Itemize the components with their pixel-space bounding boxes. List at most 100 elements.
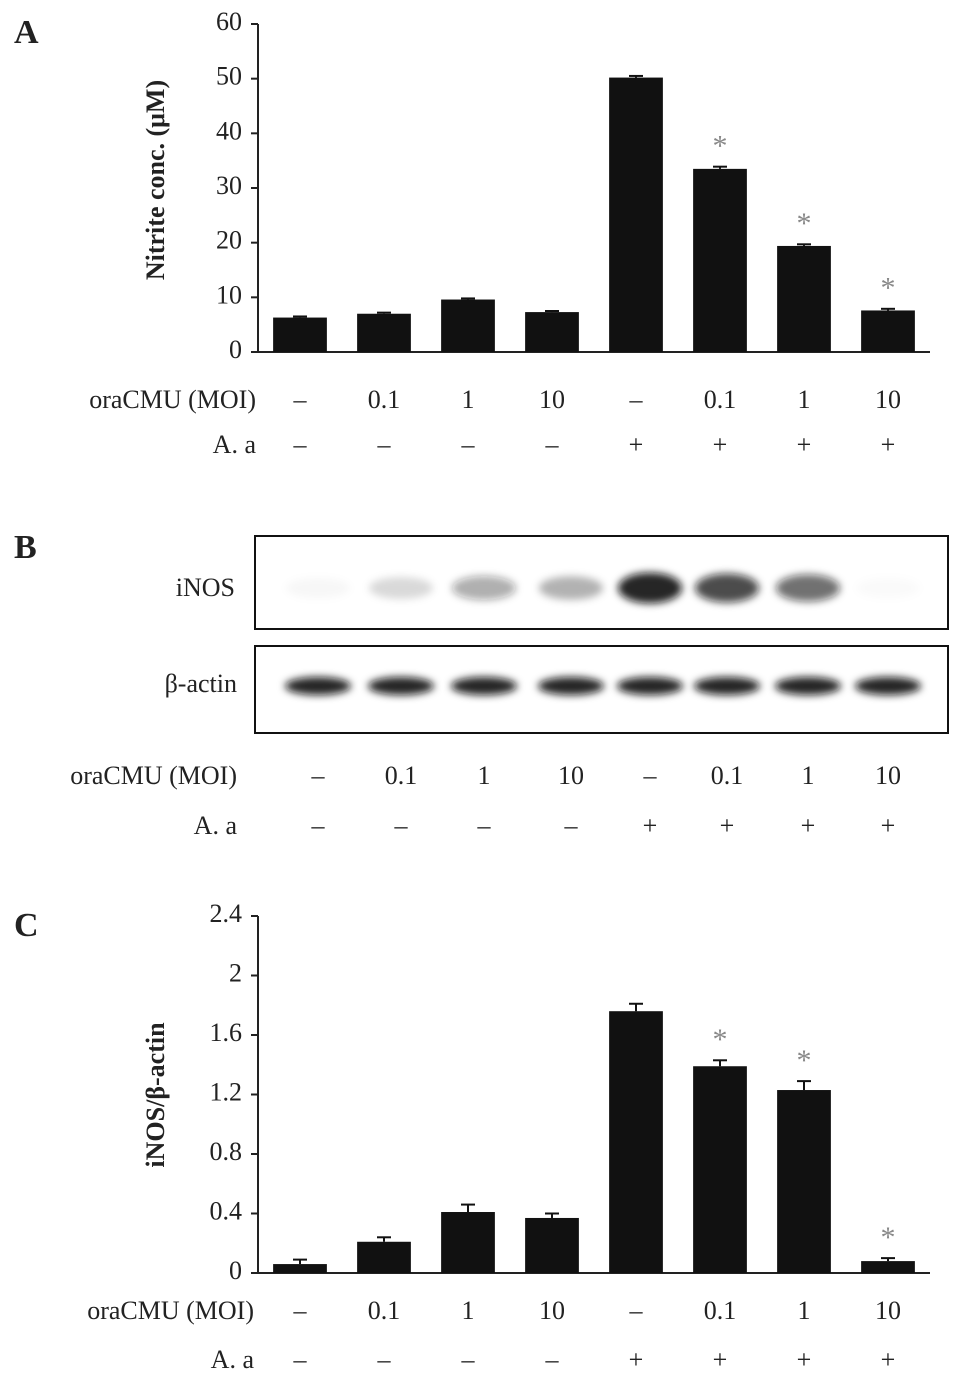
category-label: – bbox=[545, 1345, 560, 1374]
category-label: 10 bbox=[875, 385, 901, 414]
category-label: 1 bbox=[802, 761, 815, 790]
category-label: + bbox=[881, 811, 896, 840]
blot-frame bbox=[254, 535, 949, 630]
y-tick-label: 60 bbox=[216, 7, 242, 36]
blot-band bbox=[618, 572, 682, 604]
y-tick-label: 40 bbox=[216, 116, 242, 145]
panel-label: C bbox=[14, 907, 39, 944]
y-axis-label: iNOS/β-actin bbox=[141, 1022, 170, 1168]
y-tick-label: 10 bbox=[216, 280, 242, 309]
bar bbox=[525, 312, 579, 352]
category-label: – bbox=[564, 811, 579, 840]
blot-band bbox=[695, 573, 759, 603]
category-label: 10 bbox=[875, 1296, 901, 1325]
blot-band bbox=[369, 577, 433, 599]
bar bbox=[693, 1066, 747, 1273]
significance-mark: * bbox=[881, 1221, 896, 1254]
bar bbox=[441, 299, 495, 352]
category-label: + bbox=[720, 811, 735, 840]
blot-band bbox=[855, 677, 921, 695]
category-label: – bbox=[394, 811, 409, 840]
category-title: oraCMU (MOI) bbox=[87, 1296, 254, 1325]
category-label: 1 bbox=[798, 385, 811, 414]
panel-label: B bbox=[14, 529, 37, 566]
bar bbox=[273, 1264, 327, 1273]
y-tick-label: 30 bbox=[216, 171, 242, 200]
category-label: 0.1 bbox=[711, 761, 744, 790]
category-label: 1 bbox=[462, 1296, 475, 1325]
category-label: 10 bbox=[558, 761, 584, 790]
bar bbox=[525, 1217, 579, 1273]
blot-band bbox=[538, 677, 604, 695]
category-label: + bbox=[797, 1345, 812, 1374]
category-label: + bbox=[629, 430, 644, 459]
category-label: – bbox=[377, 1345, 392, 1374]
bar bbox=[777, 1090, 831, 1273]
y-tick-label: 50 bbox=[216, 62, 242, 91]
category-label: – bbox=[629, 1296, 644, 1325]
category-label: + bbox=[881, 1345, 896, 1374]
blot-band bbox=[775, 677, 841, 695]
category-label: – bbox=[293, 1345, 308, 1374]
category-label: – bbox=[643, 761, 658, 790]
blot-band bbox=[539, 576, 603, 600]
category-label: 10 bbox=[875, 761, 901, 790]
bar bbox=[861, 310, 915, 352]
category-label: – bbox=[311, 811, 326, 840]
blot-band bbox=[452, 575, 516, 601]
significance-mark: * bbox=[797, 1044, 812, 1077]
category-label: – bbox=[461, 430, 476, 459]
bar bbox=[693, 168, 747, 352]
category-label: – bbox=[545, 430, 560, 459]
category-title: A. a bbox=[194, 811, 238, 840]
blot-frame bbox=[254, 645, 949, 734]
category-label: 0.1 bbox=[368, 1296, 401, 1325]
significance-mark: * bbox=[881, 272, 896, 305]
category-title: A. a bbox=[211, 1345, 255, 1374]
category-label: + bbox=[629, 1345, 644, 1374]
panel-label: A bbox=[14, 14, 39, 51]
category-label: + bbox=[713, 430, 728, 459]
category-label: + bbox=[881, 430, 896, 459]
category-label: + bbox=[643, 811, 658, 840]
category-label: 1 bbox=[462, 385, 475, 414]
category-label: – bbox=[311, 761, 326, 790]
blot-band bbox=[856, 578, 920, 598]
category-label: – bbox=[293, 1296, 308, 1325]
category-label: 0.1 bbox=[368, 385, 401, 414]
y-tick-label: 0 bbox=[229, 1256, 242, 1285]
blot-band bbox=[285, 677, 351, 695]
y-tick-label: 2 bbox=[229, 958, 242, 987]
y-axis-label: Nitrite conc. (μM) bbox=[141, 80, 170, 280]
category-title: oraCMU (MOI) bbox=[89, 385, 256, 414]
blot-band bbox=[694, 677, 760, 695]
y-tick-label: 2.4 bbox=[210, 899, 243, 928]
bar bbox=[357, 1241, 411, 1273]
category-label: – bbox=[293, 385, 308, 414]
blot-band bbox=[368, 677, 434, 695]
category-label: – bbox=[461, 1345, 476, 1374]
category-label: 10 bbox=[539, 385, 565, 414]
category-label: + bbox=[713, 1345, 728, 1374]
blot-row-label: β-actin bbox=[165, 669, 237, 698]
category-label: 0.1 bbox=[704, 1296, 737, 1325]
category-label: – bbox=[629, 385, 644, 414]
y-tick-label: 0.4 bbox=[210, 1196, 243, 1225]
bar bbox=[357, 313, 411, 352]
y-tick-label: 1.6 bbox=[210, 1018, 243, 1047]
bar bbox=[609, 1011, 663, 1273]
category-label: – bbox=[377, 430, 392, 459]
category-label: 1 bbox=[478, 761, 491, 790]
blot-band bbox=[776, 574, 840, 602]
bar bbox=[273, 317, 327, 352]
blot-band bbox=[451, 677, 517, 695]
category-label: 10 bbox=[539, 1296, 565, 1325]
category-label: – bbox=[477, 811, 492, 840]
category-label: 0.1 bbox=[385, 761, 418, 790]
y-tick-label: 0.8 bbox=[210, 1137, 243, 1166]
bar bbox=[861, 1261, 915, 1273]
category-title: oraCMU (MOI) bbox=[70, 761, 237, 790]
significance-mark: * bbox=[713, 1023, 728, 1056]
y-tick-label: 1.2 bbox=[210, 1077, 243, 1106]
